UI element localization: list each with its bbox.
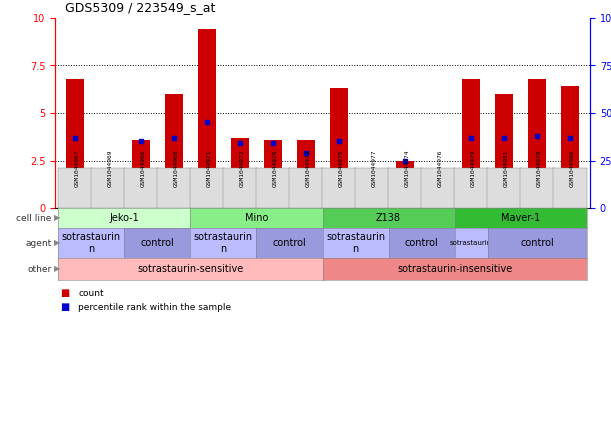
Bar [165, 94, 183, 208]
Bar [363, 185, 381, 208]
Bar [462, 79, 480, 208]
Bar [528, 79, 546, 208]
Text: Mino: Mino [245, 213, 268, 223]
Bar [231, 138, 249, 208]
Text: Jeko-1: Jeko-1 [109, 213, 139, 223]
Text: count: count [78, 288, 104, 297]
Text: GSM1044981: GSM1044981 [504, 149, 509, 187]
Text: ■: ■ [60, 302, 69, 312]
Text: control: control [404, 238, 439, 248]
Bar [429, 193, 447, 208]
Text: ▶: ▶ [54, 214, 60, 222]
Text: Maver-1: Maver-1 [501, 213, 540, 223]
Bar [495, 94, 513, 208]
Text: GSM1044972: GSM1044972 [306, 149, 311, 187]
Text: sotrastaurin
n: sotrastaurin n [62, 232, 121, 254]
Bar [330, 88, 348, 208]
Bar [66, 79, 84, 208]
Bar [198, 30, 216, 208]
Text: GSM1044975: GSM1044975 [339, 149, 344, 187]
Text: GSM1044969: GSM1044969 [108, 149, 113, 187]
Bar [396, 160, 414, 208]
Text: GSM1044970: GSM1044970 [273, 149, 278, 187]
Text: percentile rank within the sample: percentile rank within the sample [78, 302, 232, 311]
Text: GSM1044976: GSM1044976 [438, 149, 443, 187]
Text: ▶: ▶ [54, 264, 60, 274]
Text: GSM1044966: GSM1044966 [141, 149, 146, 187]
Text: agent: agent [25, 239, 51, 247]
Text: GSM1044978: GSM1044978 [537, 149, 542, 187]
Bar [297, 140, 315, 208]
Bar [264, 140, 282, 208]
Text: GSM1044974: GSM1044974 [405, 149, 410, 187]
Text: ■: ■ [60, 288, 69, 298]
Text: GSM1044967: GSM1044967 [75, 149, 80, 187]
Text: control: control [273, 238, 306, 248]
Text: Z138: Z138 [376, 213, 401, 223]
Text: GSM1044968: GSM1044968 [174, 149, 179, 187]
Text: sotrastaurin: sotrastaurin [450, 240, 492, 246]
Text: GSM1044973: GSM1044973 [240, 149, 245, 187]
Text: cell line: cell line [16, 214, 51, 222]
Bar [561, 86, 579, 208]
Text: GSM1044980: GSM1044980 [570, 149, 575, 187]
Text: GSM1044979: GSM1044979 [471, 149, 476, 187]
Text: ▶: ▶ [54, 239, 60, 247]
Bar [99, 198, 117, 208]
Text: control: control [141, 238, 174, 248]
Text: sotrastaurin
n: sotrastaurin n [326, 232, 385, 254]
Text: sotrastaurin-sensitive: sotrastaurin-sensitive [137, 264, 244, 274]
Text: sotrastaurin
n: sotrastaurin n [194, 232, 253, 254]
Text: sotrastaurin-insensitive: sotrastaurin-insensitive [397, 264, 512, 274]
Bar [132, 140, 150, 208]
Text: GSM1044971: GSM1044971 [207, 149, 212, 187]
Text: GDS5309 / 223549_s_at: GDS5309 / 223549_s_at [65, 1, 215, 14]
Text: other: other [27, 264, 51, 274]
Text: GSM1044977: GSM1044977 [372, 149, 377, 187]
Text: control: control [521, 238, 554, 248]
